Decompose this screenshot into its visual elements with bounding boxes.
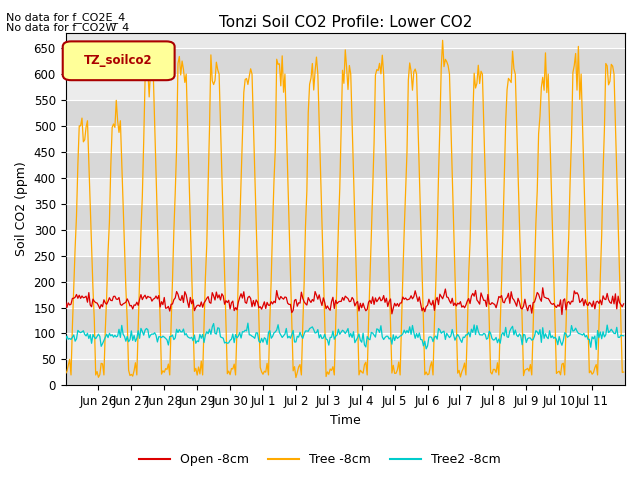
- Bar: [65, 334, 625, 360]
- Text: TZ_soilco2: TZ_soilco2: [84, 54, 153, 67]
- Bar: [65, 100, 625, 126]
- Bar: [65, 360, 625, 385]
- Bar: [65, 74, 625, 100]
- Bar: [65, 48, 625, 74]
- FancyBboxPatch shape: [63, 41, 175, 80]
- Bar: [65, 282, 625, 308]
- Bar: [65, 308, 625, 334]
- Legend: Open -8cm, Tree -8cm, Tree2 -8cm: Open -8cm, Tree -8cm, Tree2 -8cm: [134, 448, 506, 471]
- Bar: [65, 256, 625, 282]
- Bar: [65, 126, 625, 152]
- Bar: [65, 152, 625, 178]
- Title: Tonzi Soil CO2 Profile: Lower CO2: Tonzi Soil CO2 Profile: Lower CO2: [219, 15, 472, 30]
- X-axis label: Time: Time: [330, 414, 360, 427]
- Bar: [65, 178, 625, 204]
- Text: No data for f_CO2E_4: No data for f_CO2E_4: [6, 12, 125, 23]
- Y-axis label: Soil CO2 (ppm): Soil CO2 (ppm): [15, 162, 28, 256]
- Bar: [65, 230, 625, 256]
- Bar: [65, 204, 625, 230]
- Text: No data for f_CO2W_4: No data for f_CO2W_4: [6, 22, 130, 33]
